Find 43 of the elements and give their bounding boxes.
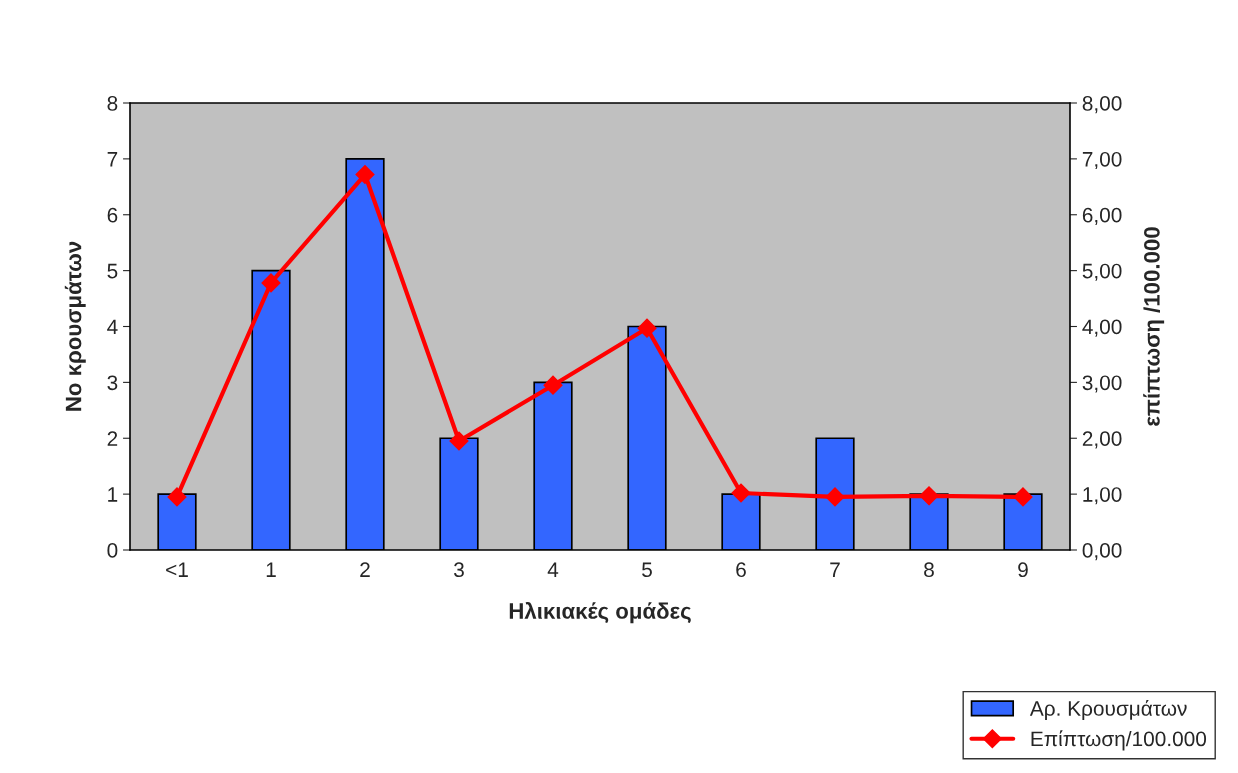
y-tick-label: 7 xyxy=(107,152,118,167)
y2-tick-label: 6,00 xyxy=(1082,207,1122,225)
x-tick-label: 8 xyxy=(924,562,934,578)
x-tick-label: 6 xyxy=(736,562,746,578)
y-tick-label: 5 xyxy=(107,263,118,279)
point xyxy=(543,375,563,395)
x-tick-label: 3 xyxy=(454,562,464,578)
y-tick-label: 6 xyxy=(107,207,118,223)
x-tick-label: 4 xyxy=(547,562,559,577)
y2-tick-label: 1,00 xyxy=(1083,487,1122,505)
x-tick-label: <1 xyxy=(166,562,188,577)
y-tick-label: 1 xyxy=(108,487,118,502)
x-tick-label: 1 xyxy=(266,562,276,577)
point xyxy=(825,487,845,507)
x-axis-title: Ηλικιακές ομάδες xyxy=(509,601,691,624)
y2-tick-label: 4,00 xyxy=(1082,319,1122,337)
x-tick-label: 5 xyxy=(642,562,652,578)
y2-tick-label: 2,00 xyxy=(1082,431,1122,449)
y2-tick-label: 0,00 xyxy=(1082,543,1122,561)
y-tick-label: 3 xyxy=(107,375,118,391)
point xyxy=(919,486,939,506)
y-tick-label: 0 xyxy=(107,543,118,558)
y-axis-title: Νο κρουσμάτων xyxy=(64,241,86,411)
point xyxy=(1013,487,1033,507)
y-tick-label: 4 xyxy=(107,319,118,335)
x-tick-label: 9 xyxy=(1018,562,1028,578)
y2-tick-label: 7,00 xyxy=(1082,151,1122,170)
legend-label: Αρ. Κρουσμάτων xyxy=(1029,699,1187,720)
legend-label: Επίπτωση/100.000 xyxy=(1031,730,1207,751)
point xyxy=(731,483,751,503)
y2-tick-label: 3,00 xyxy=(1082,375,1122,393)
y2-tick-label: 8,00 xyxy=(1082,96,1122,114)
point xyxy=(355,164,375,185)
y2-axis-title: επίπτωση /100.000 xyxy=(1143,227,1165,426)
y-tick-label: 8 xyxy=(107,96,118,111)
x-tick-label: 7 xyxy=(830,562,840,577)
point xyxy=(167,487,187,507)
y-tick-label: 2 xyxy=(107,431,118,446)
point xyxy=(261,273,281,293)
point xyxy=(449,431,469,451)
point xyxy=(637,318,657,338)
x-tick-label: 2 xyxy=(360,562,370,577)
y2-tick-label: 5,00 xyxy=(1082,263,1122,281)
